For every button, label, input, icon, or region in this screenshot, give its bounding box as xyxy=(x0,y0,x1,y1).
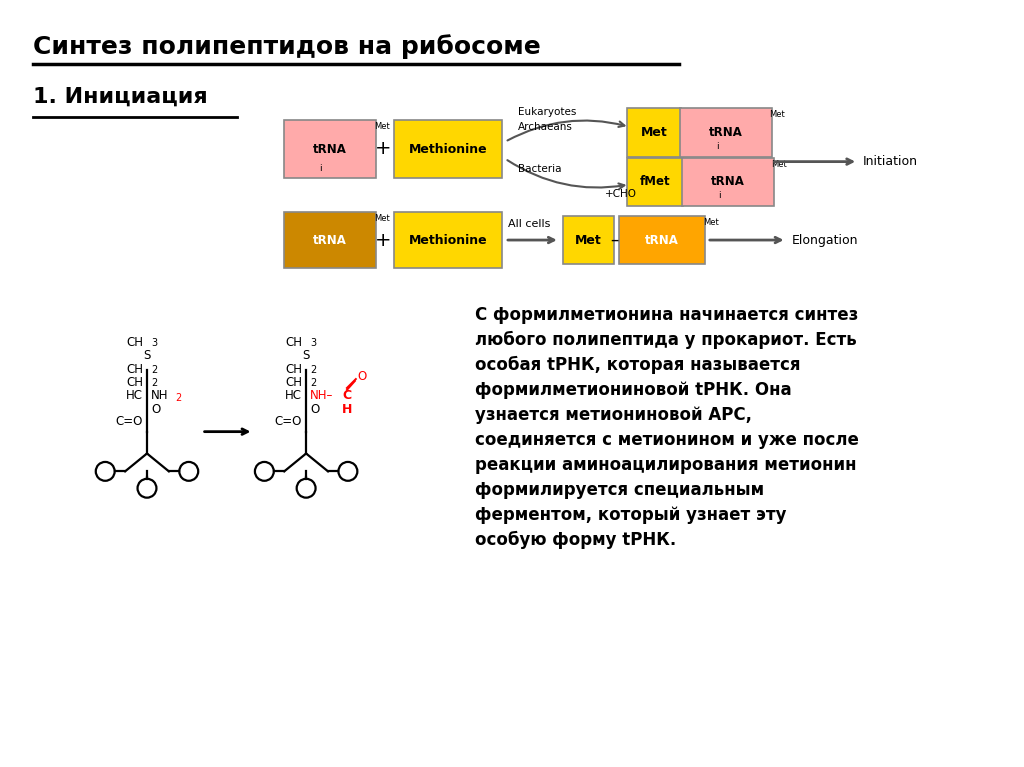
FancyBboxPatch shape xyxy=(628,158,683,206)
Text: 2: 2 xyxy=(151,378,158,388)
Text: fMet: fMet xyxy=(640,176,671,189)
Text: CH: CH xyxy=(126,363,143,376)
Text: Met: Met xyxy=(770,110,785,119)
Text: –: – xyxy=(610,231,618,249)
FancyBboxPatch shape xyxy=(563,216,614,264)
Text: Met: Met xyxy=(575,233,602,246)
Text: С формилметионина начинается синтез
любого полипептида у прокариот. Есть
особая : С формилметионина начинается синтез любо… xyxy=(475,305,859,549)
Text: NH: NH xyxy=(151,390,169,403)
Text: tRNA: tRNA xyxy=(645,233,679,246)
Text: Met: Met xyxy=(641,126,668,139)
Text: C=O: C=O xyxy=(274,415,302,428)
Text: 2: 2 xyxy=(310,365,316,375)
Text: +CHO: +CHO xyxy=(604,189,637,199)
Text: Синтез полипептидов на рибосоме: Синтез полипептидов на рибосоме xyxy=(33,35,541,59)
Text: Bacteria: Bacteria xyxy=(518,163,561,173)
Text: 2: 2 xyxy=(310,378,316,388)
FancyBboxPatch shape xyxy=(285,212,376,268)
FancyBboxPatch shape xyxy=(393,120,502,179)
Text: O: O xyxy=(151,403,160,416)
Text: C=O: C=O xyxy=(116,415,143,428)
Text: CH: CH xyxy=(285,363,302,376)
Text: O: O xyxy=(310,403,319,416)
Text: H: H xyxy=(342,403,352,416)
Text: 1. Инициация: 1. Инициация xyxy=(33,87,208,107)
FancyBboxPatch shape xyxy=(682,158,773,206)
Text: NH–: NH– xyxy=(310,390,334,403)
FancyBboxPatch shape xyxy=(620,216,705,264)
Text: +: + xyxy=(375,140,391,158)
Text: 3: 3 xyxy=(310,338,316,348)
Text: Methionine: Methionine xyxy=(409,143,487,156)
Text: Met: Met xyxy=(374,122,389,131)
Text: Initiation: Initiation xyxy=(863,155,919,168)
Text: Eukaryotes: Eukaryotes xyxy=(518,107,577,117)
Text: HC: HC xyxy=(285,390,302,403)
Text: S: S xyxy=(302,349,310,362)
Text: 3: 3 xyxy=(151,338,157,348)
Text: CH: CH xyxy=(126,336,143,349)
Text: tRNA: tRNA xyxy=(711,176,744,189)
Text: i: i xyxy=(718,191,721,200)
Text: tRNA: tRNA xyxy=(313,143,347,156)
Text: +: + xyxy=(375,231,391,249)
FancyBboxPatch shape xyxy=(285,120,376,179)
Text: O: O xyxy=(357,370,367,383)
Text: Met: Met xyxy=(702,218,719,227)
Text: i: i xyxy=(319,163,322,173)
Text: Archaeans: Archaeans xyxy=(518,122,572,132)
Text: Methionine: Methionine xyxy=(409,233,487,246)
Text: Met: Met xyxy=(771,160,787,169)
Text: All cells: All cells xyxy=(508,219,550,229)
Text: HC: HC xyxy=(126,390,143,403)
FancyBboxPatch shape xyxy=(393,212,502,268)
Text: 2: 2 xyxy=(175,393,181,403)
Text: i: i xyxy=(716,142,719,150)
Text: CH: CH xyxy=(126,376,143,389)
Text: Elongation: Elongation xyxy=(792,233,858,246)
FancyBboxPatch shape xyxy=(680,108,771,156)
Text: tRNA: tRNA xyxy=(709,126,742,139)
Text: S: S xyxy=(143,349,151,362)
Text: tRNA: tRNA xyxy=(313,233,347,246)
Text: CH: CH xyxy=(285,376,302,389)
Text: CH: CH xyxy=(285,336,302,349)
Text: C: C xyxy=(342,390,351,403)
Text: Met: Met xyxy=(374,214,389,223)
Text: 2: 2 xyxy=(151,365,158,375)
FancyBboxPatch shape xyxy=(628,108,681,156)
